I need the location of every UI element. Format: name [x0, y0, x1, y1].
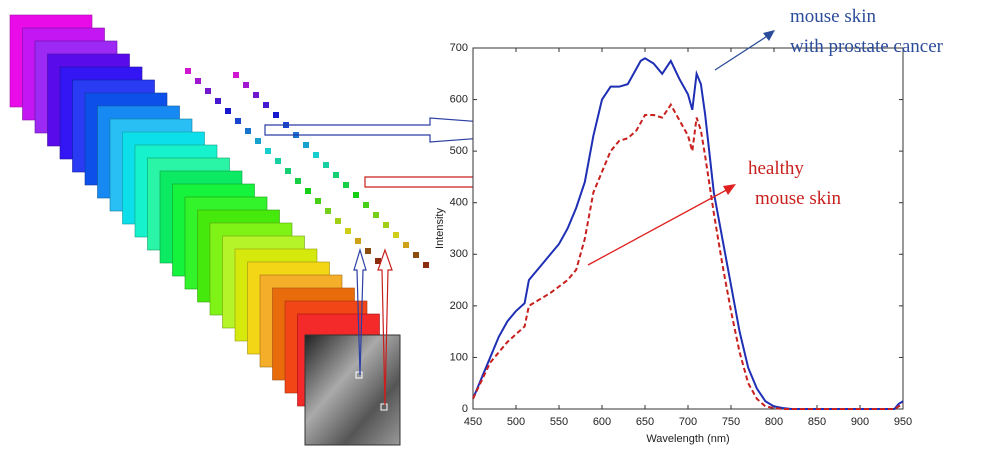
y-tick-label: 600 — [450, 93, 468, 105]
x-tick-label: 950 — [894, 416, 912, 428]
annotation-pointer — [714, 32, 773, 71]
y-tick-label: 200 — [450, 300, 468, 312]
spectrum-dot — [253, 92, 259, 98]
spectrum-dot — [313, 152, 319, 158]
y-tick-label: 400 — [450, 197, 468, 209]
series-line — [472, 102, 904, 410]
spectrum-dot — [273, 112, 279, 118]
x-axis-label: Wavelength (nm) — [646, 433, 729, 445]
x-tick-label: 750 — [722, 416, 740, 428]
spectrum-dot — [413, 252, 419, 258]
x-tick-label: 900 — [851, 416, 869, 428]
x-tick-label: 500 — [507, 416, 525, 428]
spectrum-dot — [383, 222, 389, 228]
spectrum-dot — [245, 128, 251, 134]
spectrum-dot — [353, 192, 359, 198]
spectrum-dot — [263, 102, 269, 108]
spectrum-dot — [393, 232, 399, 238]
plot-frame — [472, 47, 904, 410]
y-tick-label: 100 — [450, 351, 468, 363]
plot: 450 500 550 600 650 700 750 800 850 900 950 0 100 200… — [434, 42, 912, 445]
spectrum-dot — [323, 162, 329, 168]
spectrum-dot — [335, 218, 341, 224]
spectrum-dot — [375, 258, 381, 264]
y-tick-label: 700 — [450, 42, 468, 54]
arrowhead — [763, 30, 775, 41]
spectrum-dot — [233, 72, 239, 78]
spectrum-dot — [285, 168, 291, 174]
spectrum-dot — [315, 198, 321, 204]
x-tick-label: 450 — [464, 416, 482, 428]
x-tick-label: 550 — [550, 416, 568, 428]
spectrum-dot — [255, 138, 261, 144]
spectrum-dot — [333, 172, 339, 178]
spectrum-dot — [225, 108, 231, 114]
spectrum-dot — [295, 178, 301, 184]
spectrum-dot — [373, 212, 379, 218]
spectrum-dot — [363, 202, 369, 208]
x-tick-label: 700 — [679, 416, 697, 428]
spectrum-dot — [305, 188, 311, 194]
spectrum-dot — [195, 78, 201, 84]
spectrum-dot — [355, 238, 361, 244]
spectrum-dot — [275, 158, 281, 164]
annotation: mouse skin — [790, 6, 877, 27]
spectrum-dot — [265, 148, 271, 154]
annotation: healthy — [748, 158, 804, 179]
red-up-arrow — [377, 248, 393, 406]
x-tick-label: 850 — [808, 416, 826, 428]
spectrum-dot — [205, 88, 211, 94]
annotation-pointer — [587, 186, 733, 266]
spectrum-dot — [365, 248, 371, 254]
x-tick-label: 650 — [636, 416, 654, 428]
spectrum-dot — [403, 242, 409, 248]
arrowhead — [723, 184, 736, 195]
spectrum-dot — [243, 82, 249, 88]
y-axis-label: Intensity — [434, 208, 446, 249]
spectrum-dot — [185, 68, 191, 74]
blue-up-arrow — [353, 247, 367, 376]
spectrum-dot — [345, 228, 351, 234]
spectrum-dot — [325, 208, 331, 214]
y-tick-label: 500 — [450, 145, 468, 157]
pixel-marker — [355, 371, 363, 379]
x-tick-label: 600 — [593, 416, 611, 428]
pixel-marker — [380, 403, 388, 411]
x-tick-label: 800 — [765, 416, 783, 428]
annotation: mouse skin — [755, 188, 842, 209]
series-line — [472, 57, 904, 410]
y-tick-label: 0 — [462, 403, 468, 415]
spectrum-dot — [423, 262, 429, 268]
spectrum-dot — [343, 182, 349, 188]
hyperspectral-cube — [9, 14, 429, 407]
y-tick-label: 300 — [450, 248, 468, 260]
annotation: with prostate cancer — [790, 36, 944, 57]
spectrum-dot — [235, 118, 241, 124]
spectrum-dot — [303, 142, 309, 148]
spectrum-dot — [215, 98, 221, 104]
